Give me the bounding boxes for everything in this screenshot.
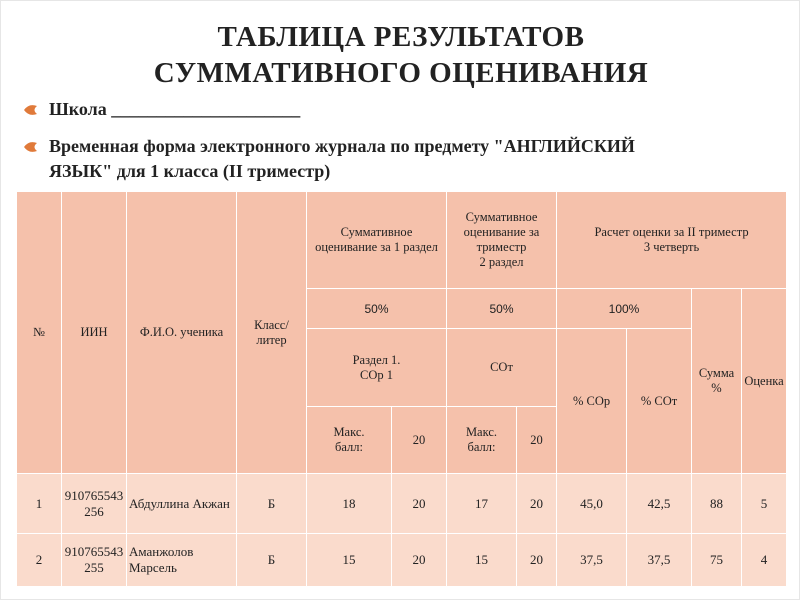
cell: 88 <box>691 473 743 534</box>
header-cell: Суммативное оценивание за триместр 2 раз… <box>445 191 558 289</box>
cell: 20 <box>515 533 558 587</box>
cell: 37,5 <box>626 533 693 587</box>
bullet-icon <box>24 105 37 115</box>
header-cell: Ф.И.О. ученика <box>126 191 237 474</box>
header-cell: Раздел 1. СОр 1 <box>306 328 447 407</box>
header-cell: ИИН <box>61 191 127 474</box>
cell: 2 <box>16 533 62 587</box>
header-cell: Макс. балл: <box>446 406 517 474</box>
cell: Б <box>236 533 307 587</box>
cell: 4 <box>741 533 788 587</box>
bullet: Временная форма электронного журнала по … <box>24 134 649 184</box>
cell: 5 <box>741 473 788 534</box>
data-row: 1 910765543256 Абдуллина Акжан Б 18 20 17 20 45,… <box>16 473 788 534</box>
header-cell: % СОт <box>626 328 693 474</box>
header-cell: Суммативное оценивание за 1 раздел <box>306 191 447 289</box>
cell: 910765543255 <box>61 533 127 587</box>
cell: 20 <box>391 473 447 534</box>
title-line: СУММАТИВНОГО ОЦЕНИВАНИЯ <box>153 57 649 89</box>
data-row: 2 910765543255 Аманжолов Марсель Б 15 20 15 20 3… <box>16 533 788 587</box>
cell: 17 <box>446 473 517 534</box>
cell: 1 <box>16 473 62 534</box>
header-cell: 50% <box>445 288 558 329</box>
bullet-icon <box>24 142 37 152</box>
cell: 15 <box>446 533 517 587</box>
cell: 42,5 <box>626 473 693 534</box>
cell: 37,5 <box>556 533 628 587</box>
header-cell: Оценка <box>741 288 788 474</box>
title-line: ТАБЛИЦА РЕЗУЛЬТАТОВ <box>217 21 585 53</box>
bullet-text: Временная форма электронного журнала по … <box>49 136 635 181</box>
title: ТАБЛИЦА РЕЗУЛЬТАТОВ СУММАТИВНОГО ОЦЕНИВАН… <box>1 19 800 91</box>
header-cell: Класс/ литер <box>236 191 307 474</box>
header-cell: Сумма % <box>691 288 743 474</box>
cell: 910765543256 <box>61 473 127 534</box>
cell: 45,0 <box>556 473 628 534</box>
bullet-text: Школа _____________________ <box>49 99 301 119</box>
header-cell: 50% <box>306 288 447 329</box>
header-cell: СОт <box>445 328 558 407</box>
cell: Абдуллина Акжан <box>126 473 237 534</box>
results-table: № ИИН Ф.И.О. ученика Класс/ литер Суммат… <box>16 191 788 587</box>
header-cell: 20 <box>515 406 558 474</box>
header-cell: Расчет оценки за II триместр 3 четверть <box>556 191 788 289</box>
header-cell: 100% <box>556 288 693 329</box>
cell: 75 <box>691 533 743 587</box>
cell: 20 <box>515 473 558 534</box>
bullet: Школа _____________________ <box>24 97 649 122</box>
cell: Аманжолов Марсель <box>126 533 237 587</box>
cell: 15 <box>306 533 392 587</box>
header-cell: № <box>16 191 62 474</box>
header-cell: Макс. балл: <box>306 406 392 474</box>
header-cell: 20 <box>391 406 447 474</box>
cell: Б <box>236 473 307 534</box>
header-cell: % СОр <box>556 328 628 474</box>
cell: 18 <box>306 473 392 534</box>
cell: 20 <box>391 533 447 587</box>
